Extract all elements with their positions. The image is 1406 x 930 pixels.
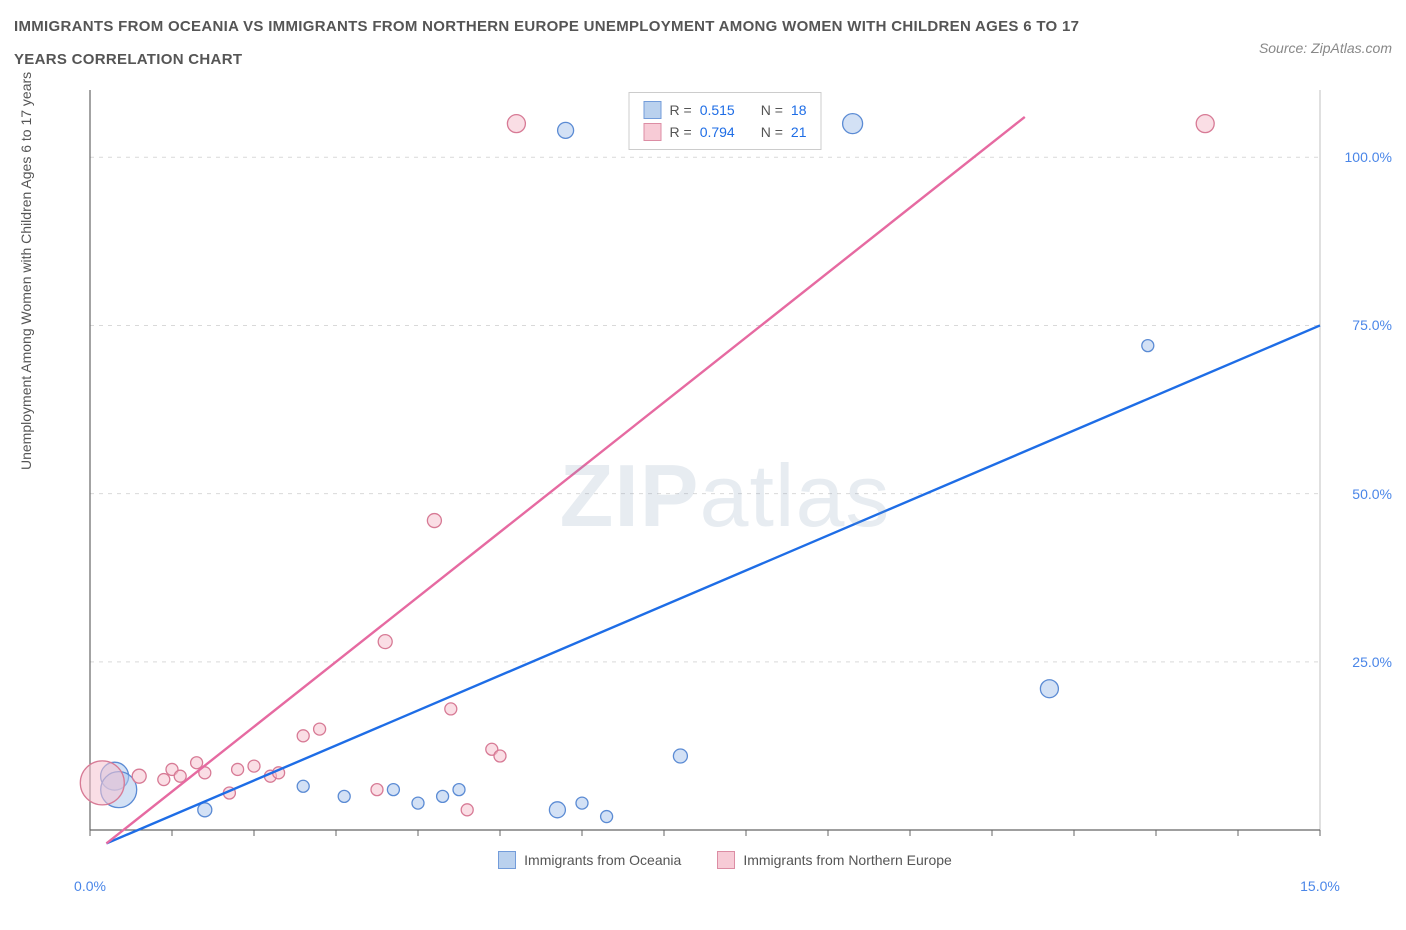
legend-swatch [498,851,516,869]
legend-r-value: 0.515 [700,102,735,118]
legend-series-label: Immigrants from Northern Europe [743,852,952,868]
chart-title: IMMIGRANTS FROM OCEANIA VS IMMIGRANTS FR… [14,10,1114,76]
chart-svg [60,90,1390,870]
legend-series-label: Immigrants from Oceania [524,852,681,868]
legend-r-label: R = [670,102,692,118]
legend-r-value: 0.794 [700,124,735,140]
legend-stat-row: R = 0.515 N = 18 [644,99,807,121]
legend-r-label: R = [670,124,692,140]
y-axis-label: Unemployment Among Women with Children A… [18,72,34,470]
legend-stats-box: R = 0.515 N = 18 R = 0.794 N = 21 [629,92,822,150]
legend-n-label: N = [761,124,783,140]
legend-series-item: Immigrants from Oceania [498,851,681,869]
y-tick-label: 100.0% [1345,149,1392,165]
legend-swatch [644,101,662,119]
legend-series: Immigrants from Oceania Immigrants from N… [60,851,1390,872]
legend-swatch [644,123,662,141]
legend-stat-row: R = 0.794 N = 21 [644,121,807,143]
y-tick-label: 25.0% [1352,654,1392,670]
plot-area: ZIPatlas R =0.515N =18R =0.794N =21 Immi… [60,90,1390,870]
y-tick-label: 75.0% [1352,317,1392,333]
source-attribution: Source: ZipAtlas.com [1259,40,1392,56]
y-tick-label: 50.0% [1352,486,1392,502]
legend-series-item: Immigrants from Northern Europe [717,851,952,869]
legend-swatch [717,851,735,869]
legend-n-value: 21 [791,124,807,140]
legend-n-value: 18 [791,102,807,118]
x-tick-label: 15.0% [1300,878,1340,894]
legend-n-label: N = [761,102,783,118]
x-tick-label: 0.0% [74,878,106,894]
